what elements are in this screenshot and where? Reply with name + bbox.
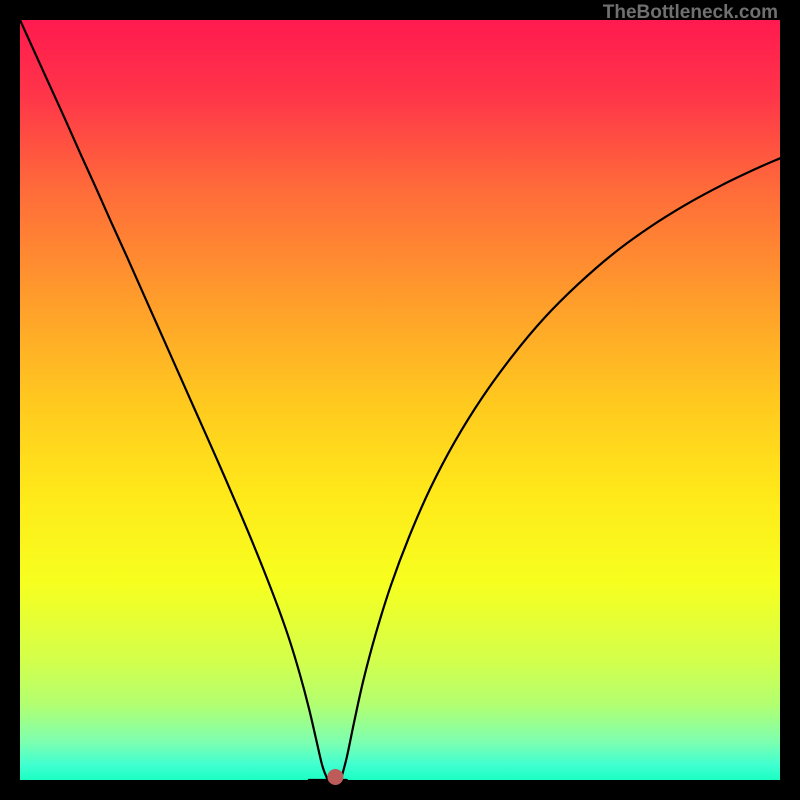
apex-marker	[327, 769, 343, 785]
chart-frame: TheBottleneck.com	[0, 0, 800, 800]
plot-area	[20, 20, 780, 780]
curve-right-branch	[341, 158, 780, 780]
curve-left-branch	[20, 20, 328, 780]
watermark-text: TheBottleneck.com	[603, 2, 778, 24]
curve-layer	[20, 20, 780, 780]
